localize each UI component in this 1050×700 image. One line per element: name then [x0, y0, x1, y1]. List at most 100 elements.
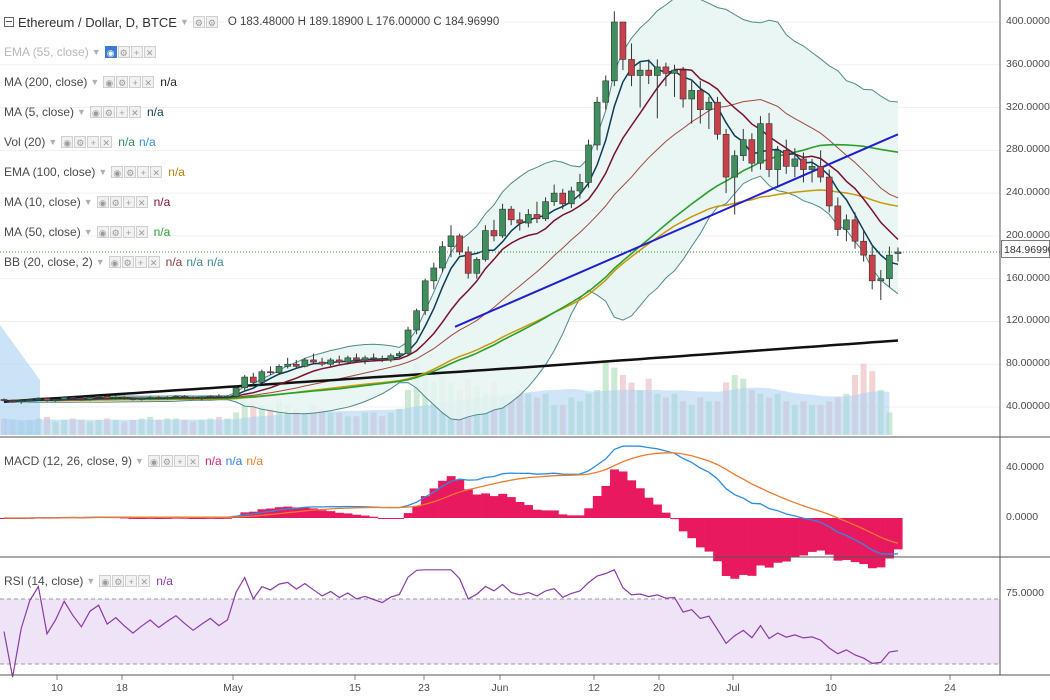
macd-histogram-bar: [799, 518, 809, 556]
candle: [456, 233, 463, 256]
visibility-icon[interactable]: ◉: [147, 455, 160, 467]
close-icon[interactable]: ✕: [138, 575, 151, 587]
add-icon[interactable]: +: [87, 136, 100, 148]
candle-body: [361, 357, 369, 361]
candle-body: [60, 397, 68, 400]
close-icon[interactable]: ✕: [100, 136, 113, 148]
close-icon[interactable]: ✕: [143, 46, 156, 58]
close-icon[interactable]: ✕: [186, 455, 199, 467]
chevron-down-icon[interactable]: ▼: [98, 167, 108, 177]
visibility-icon[interactable]: ◉: [89, 106, 102, 118]
price-tick-label: 280.00000: [1006, 143, 1050, 156]
indicator-label[interactable]: MA (50, close): [4, 225, 81, 239]
candle-body: [628, 59, 635, 76]
candle: [301, 357, 309, 368]
macd-histogram-bar: [738, 518, 748, 575]
settings-icon[interactable]: ⚙: [112, 575, 125, 587]
settings-icon[interactable]: ⚙: [121, 256, 134, 268]
chevron-down-icon[interactable]: ▼: [135, 456, 144, 466]
candle: [679, 66, 687, 108]
candle: [894, 247, 902, 262]
macd-histogram-bar: [386, 518, 396, 519]
indicator-label[interactable]: RSI (14, close): [4, 574, 84, 588]
close-icon[interactable]: ✕: [135, 226, 148, 238]
candle: [860, 230, 867, 262]
add-icon[interactable]: +: [122, 196, 135, 208]
candle: [310, 353, 317, 365]
macd-histogram-bar: [661, 512, 671, 518]
visibility-icon[interactable]: ◉: [96, 226, 109, 238]
indicator-buttons: ◉ ⚙ + ✕: [111, 166, 163, 178]
add-icon[interactable]: +: [134, 256, 147, 268]
add-icon[interactable]: +: [125, 575, 138, 587]
chevron-down-icon[interactable]: ▼: [95, 257, 105, 267]
volume-bar: [241, 393, 248, 435]
chevron-down-icon[interactable]: ▼: [77, 107, 86, 117]
close-icon[interactable]: ✕: [128, 106, 141, 118]
trend-line: [454, 133, 899, 328]
add-icon[interactable]: +: [129, 76, 142, 88]
visibility-icon[interactable]: ◉: [111, 166, 124, 178]
macd-histogram-bar: [163, 517, 172, 519]
candle: [645, 59, 653, 85]
indicator-label[interactable]: MA (5, close): [4, 105, 75, 119]
candle: [95, 395, 102, 399]
indicator-label[interactable]: EMA (55, close): [4, 45, 89, 59]
settings-icon[interactable]: ⚙: [160, 455, 173, 467]
macd-histogram-bar: [188, 518, 198, 519]
indicator-label[interactable]: BB (20, close, 2): [4, 255, 93, 269]
add-icon[interactable]: +: [122, 226, 135, 238]
settings-icon[interactable]: ⚙: [109, 226, 122, 238]
candle-body: [619, 21, 627, 60]
macd-histogram-bar: [489, 496, 499, 518]
indicator-label[interactable]: Vol (20): [4, 135, 46, 149]
macd-histogram-bar: [137, 518, 147, 519]
candle: [430, 262, 438, 290]
settings-icon[interactable]: ⚙: [116, 76, 129, 88]
indicator-buttons: ◉ ⚙ + ✕: [108, 256, 160, 268]
indicator-label[interactable]: EMA (100, close): [4, 165, 96, 179]
candle-body: [284, 363, 291, 367]
settings-icon[interactable]: ⚙: [102, 106, 115, 118]
chevron-down-icon[interactable]: ▼: [179, 17, 189, 27]
close-icon[interactable]: ✕: [147, 256, 160, 268]
macd-histogram-bar: [824, 518, 834, 555]
candle: [791, 148, 799, 178]
macd-histogram-bar: [145, 517, 155, 519]
indicator-label[interactable]: MA (10, close): [4, 195, 81, 209]
chevron-down-icon[interactable]: ▼: [83, 227, 93, 237]
chevron-down-icon[interactable]: ▼: [86, 576, 96, 586]
settings-icon[interactable]: ⚙: [74, 136, 87, 148]
macd-tick-label: 40.0000: [1006, 461, 1044, 473]
macd-histogram-bar: [704, 518, 714, 552]
gear-icon[interactable]: ⚙: [205, 16, 218, 28]
settings-icon[interactable]: ⚙: [124, 166, 137, 178]
symbol-title[interactable]: Ethereum / Dollar, D, BTCE: [18, 14, 177, 30]
add-icon[interactable]: +: [173, 455, 186, 467]
indicator-label[interactable]: MA (200, close): [4, 75, 88, 89]
add-icon[interactable]: +: [130, 46, 143, 58]
collapse-icon[interactable]: [4, 17, 14, 27]
close-icon[interactable]: ✕: [142, 76, 155, 88]
indicator-label[interactable]: MACD (12, 26, close, 9): [4, 454, 133, 468]
visibility-icon[interactable]: ◉: [99, 575, 112, 587]
visibility-icon[interactable]: ◉: [108, 256, 121, 268]
add-icon[interactable]: +: [137, 166, 150, 178]
settings-icon[interactable]: ⚙: [192, 16, 205, 28]
macd-histogram-bar: [223, 517, 233, 519]
settings-icon[interactable]: ⚙: [109, 196, 122, 208]
visibility-icon[interactable]: ◉: [61, 136, 74, 148]
visibility-icon[interactable]: ◉: [96, 196, 109, 208]
chevron-down-icon[interactable]: ▼: [48, 137, 58, 147]
add-icon[interactable]: +: [115, 106, 128, 118]
chevron-down-icon[interactable]: ▼: [83, 197, 93, 207]
settings-icon[interactable]: ⚙: [117, 46, 130, 58]
chevron-down-icon[interactable]: ▼: [90, 77, 100, 87]
close-icon[interactable]: ✕: [135, 196, 148, 208]
close-icon[interactable]: ✕: [150, 166, 163, 178]
candle-body: [121, 397, 128, 399]
visibility-icon[interactable]: ◉: [103, 76, 116, 88]
candle: [825, 169, 833, 213]
chevron-down-icon[interactable]: ▼: [91, 47, 101, 57]
visibility-icon[interactable]: ◉: [104, 46, 117, 58]
